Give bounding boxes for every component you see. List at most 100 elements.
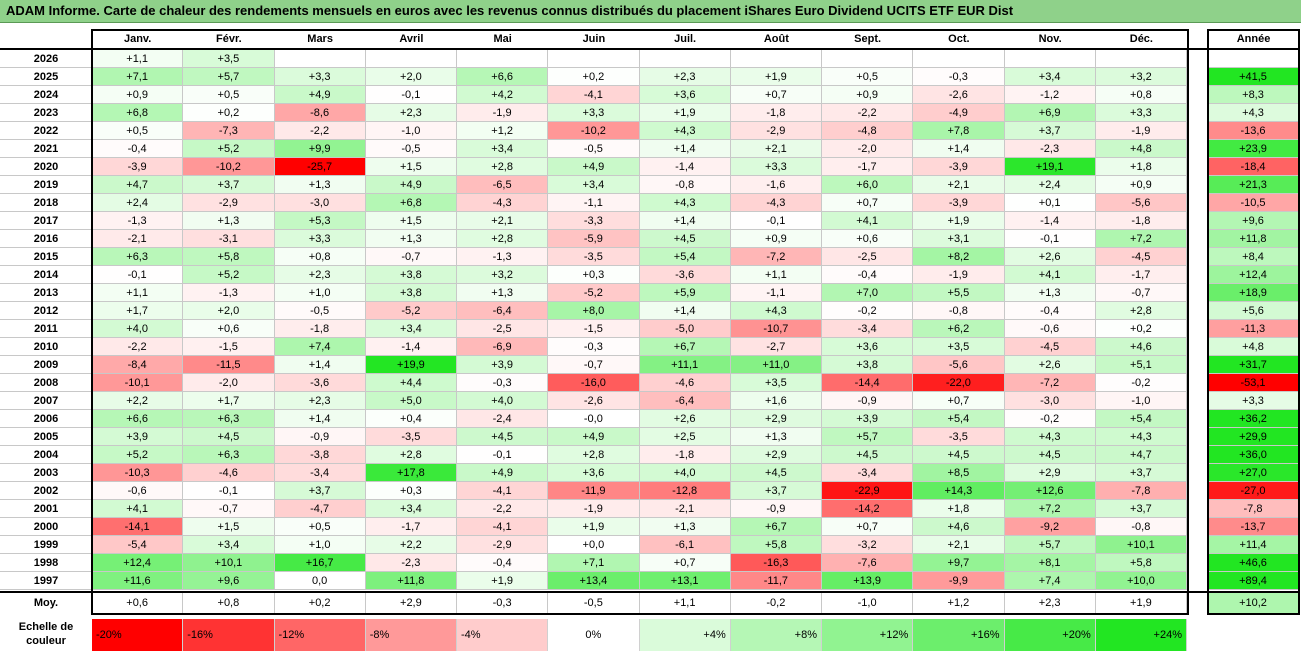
heatmap-cell: -14,4 [822,374,914,392]
heatmap-cell: +0,2 [183,104,275,122]
heatmap-cell: +1,4 [639,302,731,320]
heatmap-cell: +1,6 [730,392,822,410]
heatmap-cell: -5,0 [639,320,731,338]
heatmap-cell: +2,8 [1095,302,1187,320]
heatmap-cell: -6,9 [457,338,549,356]
color-scale-step: -20% [92,619,184,651]
heatmap-cell: -9,9 [913,572,1005,590]
heatmap-cell: -0,4 [92,140,184,158]
heatmap-cell: +4,7 [92,176,184,194]
heatmap-cell: +3,4 [183,536,275,554]
heatmap-cell: -7,2 [730,248,822,266]
heatmap-cell: -4,1 [457,518,549,536]
heatmap-cell: -9,2 [1004,518,1096,536]
year-label: 2019 [0,176,92,194]
year-label: 2014 [0,266,92,284]
heatmap-cell: +0,5 [274,518,366,536]
month-header: Juin [582,33,606,45]
heatmap-cell [730,50,822,68]
heatmap-cell: +3,3 [274,230,366,248]
heatmap-cell: -2,1 [92,230,184,248]
year-label: 2020 [0,158,92,176]
heatmap-cell: -0,1 [92,266,184,284]
color-scale-step: +20% [1004,619,1096,651]
month-header: Juil. [674,33,697,45]
heatmap-cell: +5,2 [183,140,275,158]
heatmap-cell: +1,9 [913,212,1005,230]
heatmap-cell: -2,9 [183,194,275,212]
heatmap-cell: -5,2 [365,302,457,320]
heatmap-cell: -2,0 [822,140,914,158]
heatmap-cell: -1,4 [639,158,731,176]
heatmap-cell: -4,5 [1095,248,1187,266]
heatmap-cell: -2,1 [639,500,731,518]
heatmap-cell: +1,4 [639,212,731,230]
heatmap-cell: -6,4 [639,392,731,410]
heatmap-cell: +6,7 [639,338,731,356]
heatmap-cell: +0,7 [822,518,914,536]
heatmap-cell: +5,4 [913,410,1005,428]
heatmap-cell: -0,5 [274,302,366,320]
color-scale-step: -12% [274,619,366,651]
heatmap-cell: +3,3 [730,158,822,176]
heatmap-cell [913,50,1005,68]
heatmap-cell: +5,7 [1004,536,1096,554]
heatmap-cell: +7,1 [92,68,184,86]
year-label: 2009 [0,356,92,374]
heatmap-cell: -0,1 [730,212,822,230]
year-label: 2010 [0,338,92,356]
heatmap-cell: -1,4 [1004,212,1096,230]
year-label: 2004 [0,446,92,464]
heatmap-cell: -3,8 [274,446,366,464]
year-label: 2015 [0,248,92,266]
average-cell: +1,9 [1095,593,1187,613]
average-cell: -0,5 [548,593,640,613]
heatmap-cell: -7,3 [183,122,275,140]
heatmap-cell: +2,9 [730,410,822,428]
average-cell: -0,2 [730,593,822,613]
heatmap-cell: -0,8 [913,302,1005,320]
heatmap-cell: +8,0 [548,302,640,320]
year-label: 2001 [0,500,92,518]
heatmap-cell: +5,0 [365,392,457,410]
heatmap-cell: +0,9 [822,86,914,104]
heatmap-cell: -0,1 [365,86,457,104]
heatmap-cell: +1,3 [274,176,366,194]
heatmap-cell: +3,3 [1095,104,1187,122]
average-cell: +1,1 [639,593,731,613]
heatmap-cell: -1,1 [730,284,822,302]
heatmap-cell: +3,5 [183,50,275,68]
average-cell: -1,0 [822,593,914,613]
heatmap-cell: +0,5 [183,86,275,104]
heatmap-cell: +4,3 [730,302,822,320]
heatmap-cell: +2,8 [365,446,457,464]
heatmap-cell: +6,0 [822,176,914,194]
heatmap-cell: -11,9 [548,482,640,500]
heatmap-cell: -3,5 [548,248,640,266]
heatmap-cell: -1,2 [1004,86,1096,104]
heatmap-cell: +6,3 [183,410,275,428]
heatmap-cell: +6,8 [365,194,457,212]
annual-cell: +3,3 [1208,392,1299,410]
month-header: Août [763,33,789,45]
heatmap-cell: -2,9 [730,122,822,140]
heatmap-cell: +4,5 [730,464,822,482]
heatmap-cell: +10,1 [1095,536,1187,554]
heatmap-cell: +4,5 [822,446,914,464]
color-scale-step: +12% [822,619,914,651]
heatmap-cell: +0,3 [548,266,640,284]
annual-cell: +5,6 [1208,302,1299,320]
heatmap-cell: +5,5 [913,284,1005,302]
heatmap-cell: +2,8 [457,230,549,248]
heatmap-cell: +3,9 [457,356,549,374]
heatmap-cell: +4,1 [92,500,184,518]
annual-cell: -7,8 [1208,500,1299,518]
annual-cell: -13,7 [1208,518,1299,536]
heatmap-cell: -4,1 [548,86,640,104]
heatmap-cell: +2,1 [457,212,549,230]
color-scale-step: -16% [183,619,275,651]
month-header: Oct. [948,33,970,45]
heatmap-cell: +10,0 [1095,572,1187,590]
month-header: Nov. [1038,33,1062,45]
heatmap-cell: +0,7 [822,194,914,212]
